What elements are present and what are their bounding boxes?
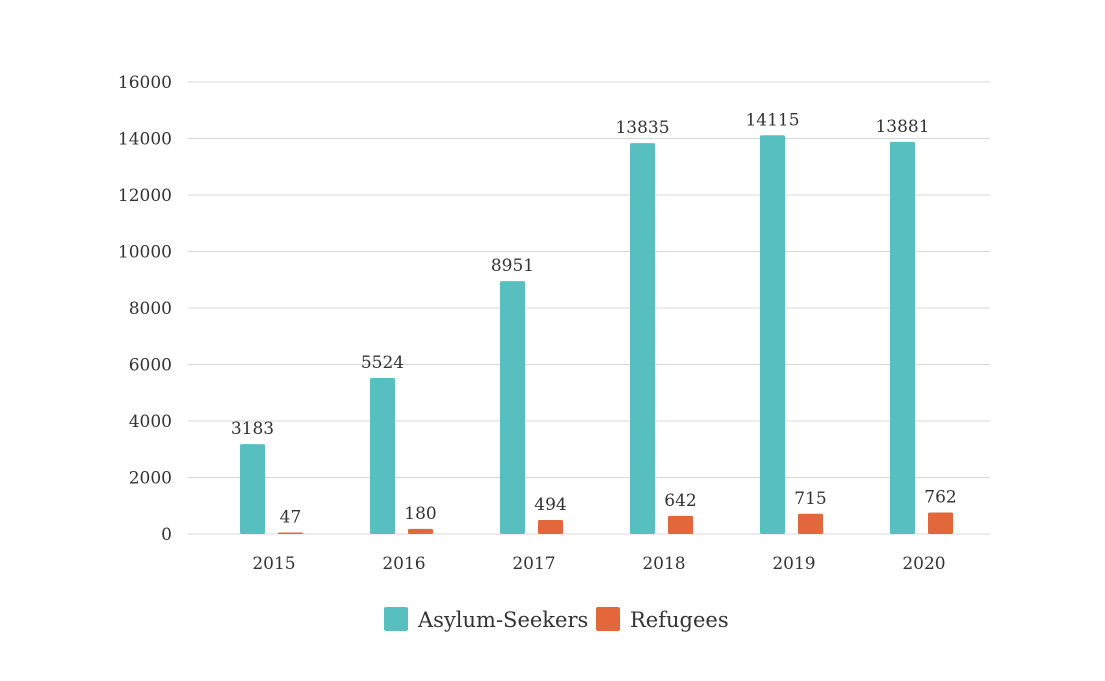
data-label-refugees-2018: 642: [664, 491, 696, 511]
bar-refugees-2017: [538, 520, 563, 534]
data-label-refugees-2020: 762: [924, 487, 956, 507]
y-tick-label: 4000: [129, 412, 172, 432]
y-tick-label: 16000: [118, 73, 172, 93]
bars: [240, 135, 953, 534]
bar-asylum-seekers-2017: [500, 281, 525, 534]
legend-swatch-asylum-seekers: [384, 607, 408, 631]
y-tick-label: 6000: [129, 356, 172, 376]
x-tick-label: 2019: [772, 554, 815, 574]
bar-asylum-seekers-2019: [760, 135, 785, 534]
x-tick-label: 2015: [252, 554, 295, 574]
y-tick-label: 0: [161, 525, 172, 545]
y-tick-label: 12000: [118, 186, 172, 206]
bar-refugees-2019: [798, 513, 823, 534]
legend-label-asylum-seekers: Asylum-Seekers: [417, 608, 588, 632]
bar-asylum-seekers-2015: [240, 444, 265, 534]
y-axis-ticks: 0 2000 4000 6000 8000 10000 12000 14000 16000: [118, 73, 172, 545]
data-label-refugees-2015: 47: [280, 508, 302, 528]
x-tick-label: 2020: [902, 554, 945, 574]
bar-refugees-2020: [928, 512, 953, 534]
data-label-asylum-seekers-2019: 14115: [745, 110, 799, 130]
bar-refugees-2016: [408, 528, 433, 534]
y-tick-label: 2000: [129, 469, 172, 489]
y-tick-label: 10000: [118, 243, 172, 263]
legend: Asylum-Seekers Refugees: [384, 607, 729, 632]
gridlines: [188, 81, 990, 535]
data-label-refugees-2017: 494: [534, 495, 566, 515]
legend-label-refugees: Refugees: [630, 608, 729, 632]
data-label-asylum-seekers-2016: 5524: [361, 353, 404, 373]
bar-asylum-seekers-2020: [890, 141, 915, 534]
data-label-refugees-2016: 180: [404, 504, 436, 524]
data-label-refugees-2019: 715: [794, 489, 826, 509]
x-axis-ticks: 2015 2016 2017 2018 2019 2020: [252, 554, 945, 574]
data-labels: 3183 47 5524 180 8951 494 13835 642 14115 715 1388…: [231, 110, 957, 527]
bar-refugees-2015: [278, 532, 303, 534]
data-label-asylum-seekers-2018: 13835: [615, 118, 669, 138]
data-label-asylum-seekers-2020: 13881: [875, 117, 929, 137]
x-tick-label: 2016: [382, 554, 425, 574]
data-label-asylum-seekers-2017: 8951: [491, 256, 534, 276]
x-tick-label: 2017: [512, 554, 555, 574]
legend-swatch-refugees: [596, 607, 620, 631]
data-label-asylum-seekers-2015: 3183: [231, 419, 274, 439]
bar-asylum-seekers-2018: [630, 143, 655, 534]
x-tick-label: 2018: [642, 554, 685, 574]
y-tick-label: 8000: [129, 299, 172, 319]
bar-asylum-seekers-2016: [370, 377, 395, 534]
y-tick-label: 14000: [118, 130, 172, 150]
bar-refugees-2018: [668, 515, 693, 534]
